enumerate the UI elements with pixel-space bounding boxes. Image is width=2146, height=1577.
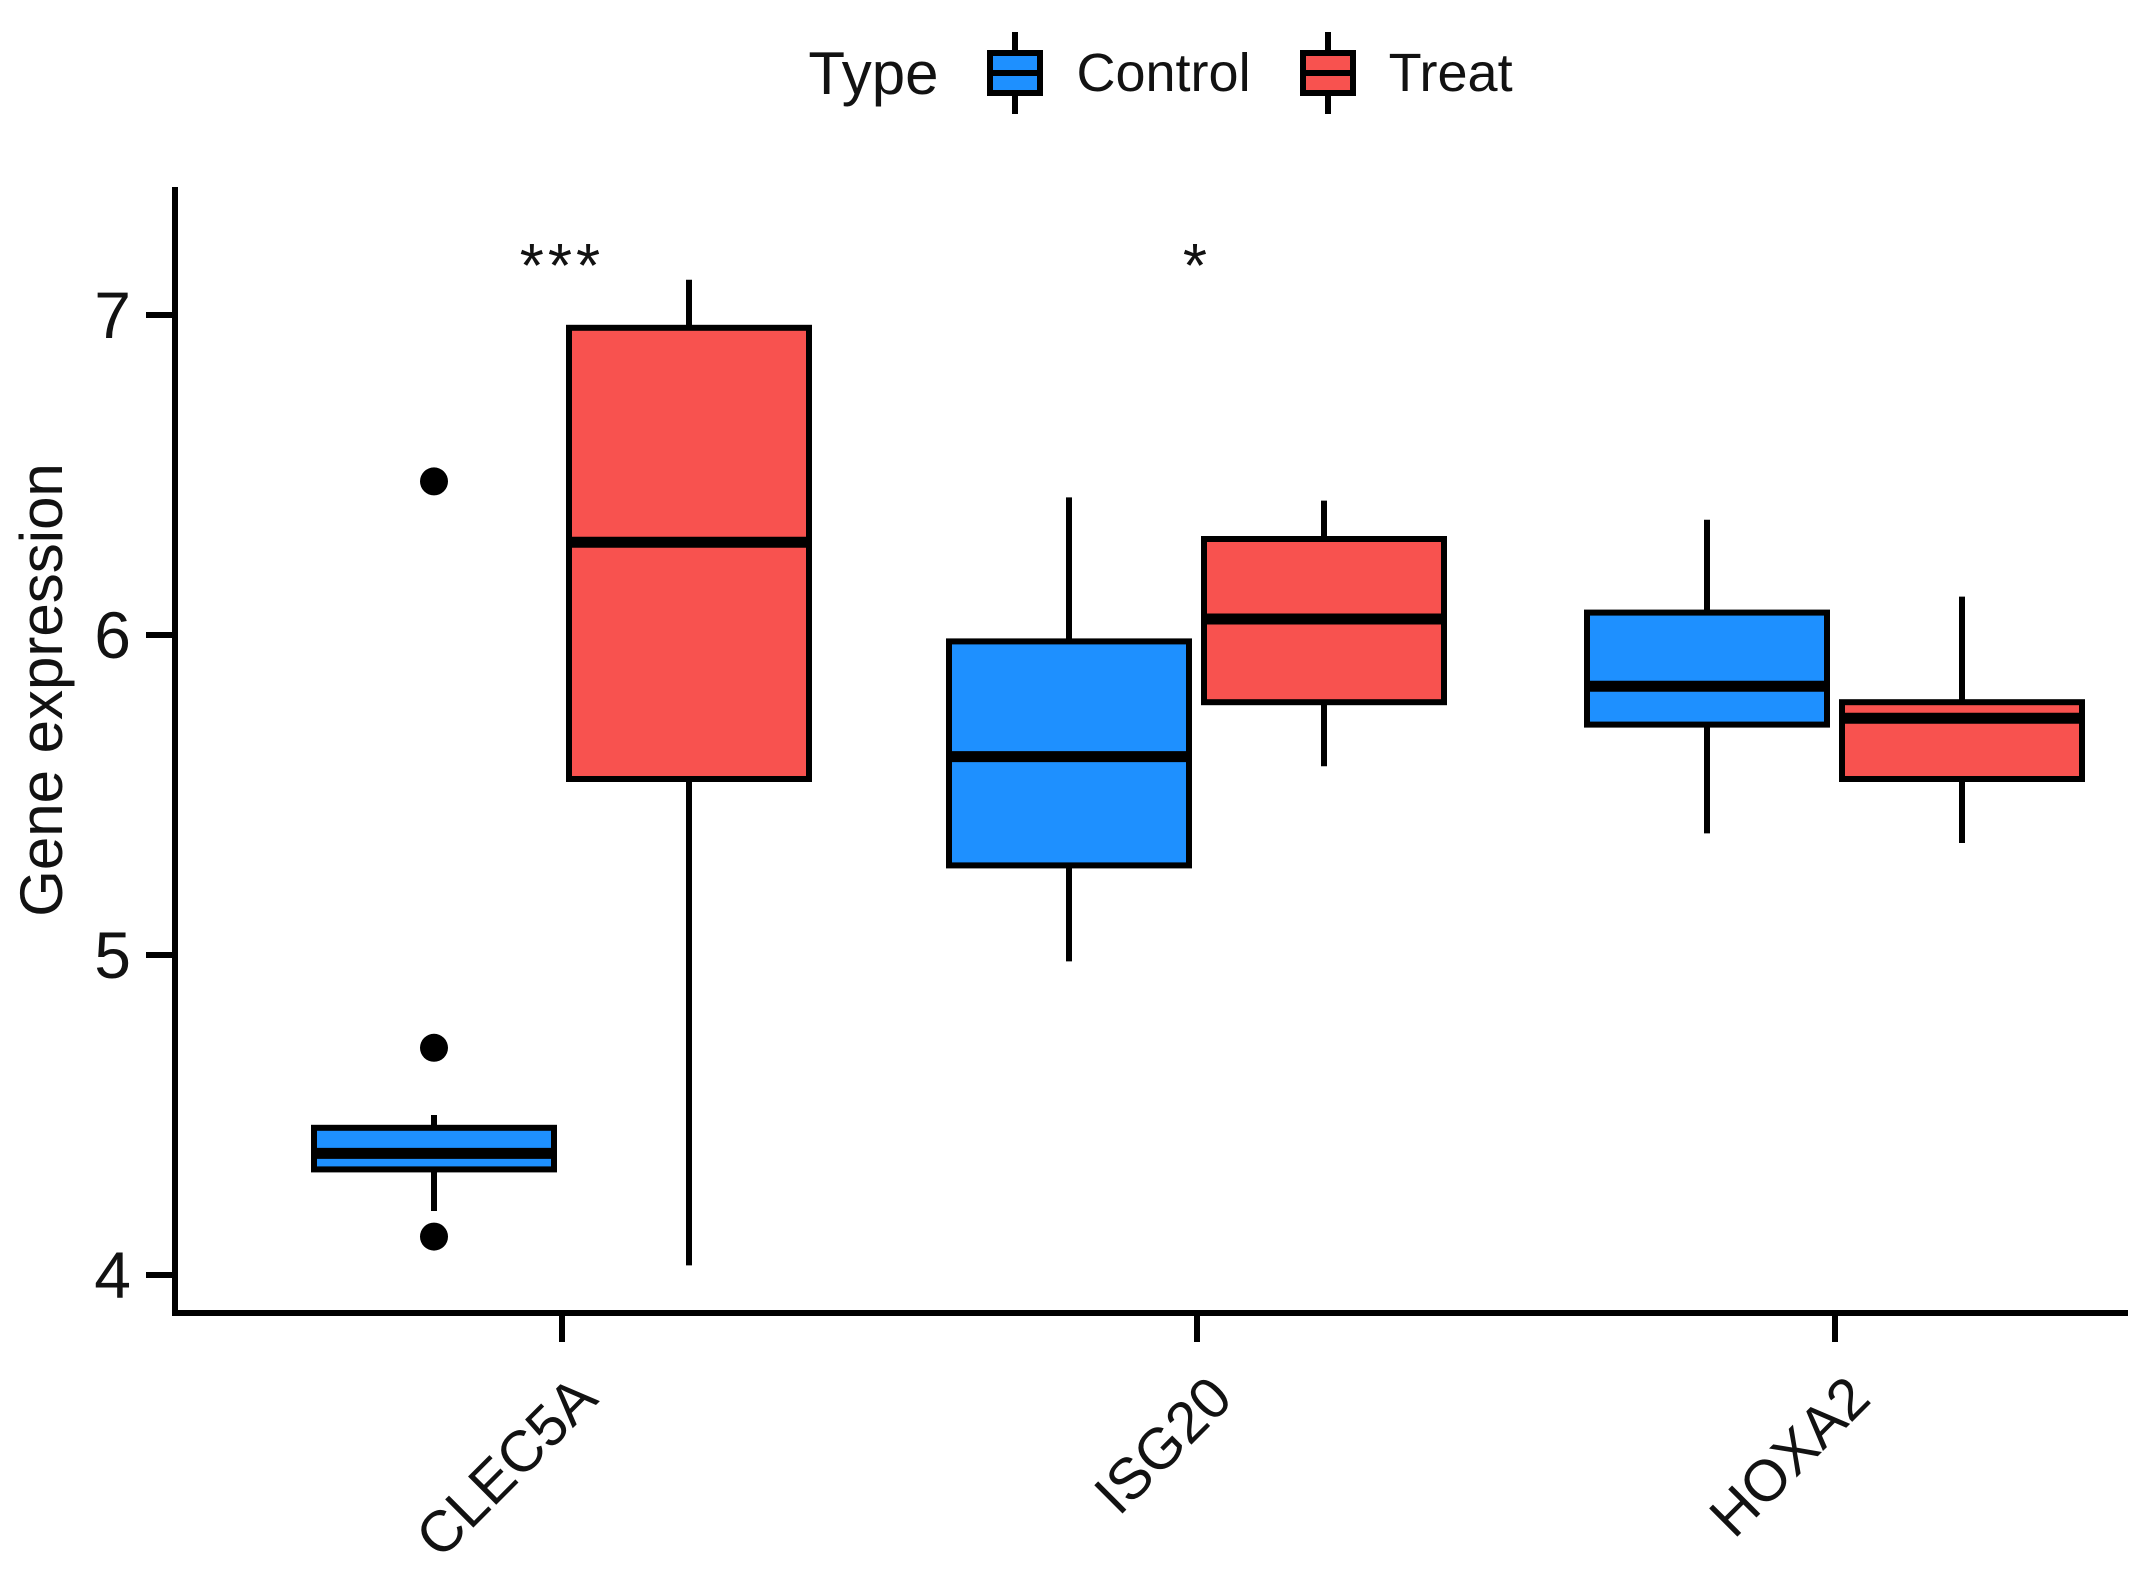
legend: Type Control Treat bbox=[175, 26, 2146, 120]
outlier-point bbox=[420, 467, 448, 496]
legend-label: Treat bbox=[1388, 43, 1513, 103]
x-tick-label: HOXA2 bbox=[1697, 1364, 1882, 1549]
legend-item-treat: Treat bbox=[1297, 26, 1513, 120]
x-tick-label: CLEC5A bbox=[404, 1364, 610, 1570]
x-tick-label: ISG20 bbox=[1082, 1364, 1244, 1526]
y-axis-title: Gene expression bbox=[8, 463, 75, 917]
legend-item-control: Control bbox=[984, 26, 1251, 120]
legend-label: Control bbox=[1076, 43, 1251, 103]
legend-title: Type bbox=[808, 39, 939, 107]
outlier-point bbox=[420, 1222, 448, 1251]
y-tick-label: 6 bbox=[94, 598, 131, 672]
significance-label: *** bbox=[520, 232, 604, 301]
y-tick-label: 5 bbox=[94, 918, 131, 992]
outlier-point bbox=[420, 1033, 448, 1062]
box-control-hoxa2 bbox=[1584, 609, 1830, 728]
legend-entries: Control Treat bbox=[984, 26, 1513, 120]
y-tick-label: 4 bbox=[94, 1238, 131, 1312]
significance-label: * bbox=[1183, 232, 1211, 301]
box-treat-clec5a bbox=[566, 324, 812, 782]
y-tick-label: 7 bbox=[94, 278, 131, 352]
boxplot-key-icon bbox=[1299, 32, 1356, 114]
boxplot-key-icon bbox=[987, 32, 1044, 114]
